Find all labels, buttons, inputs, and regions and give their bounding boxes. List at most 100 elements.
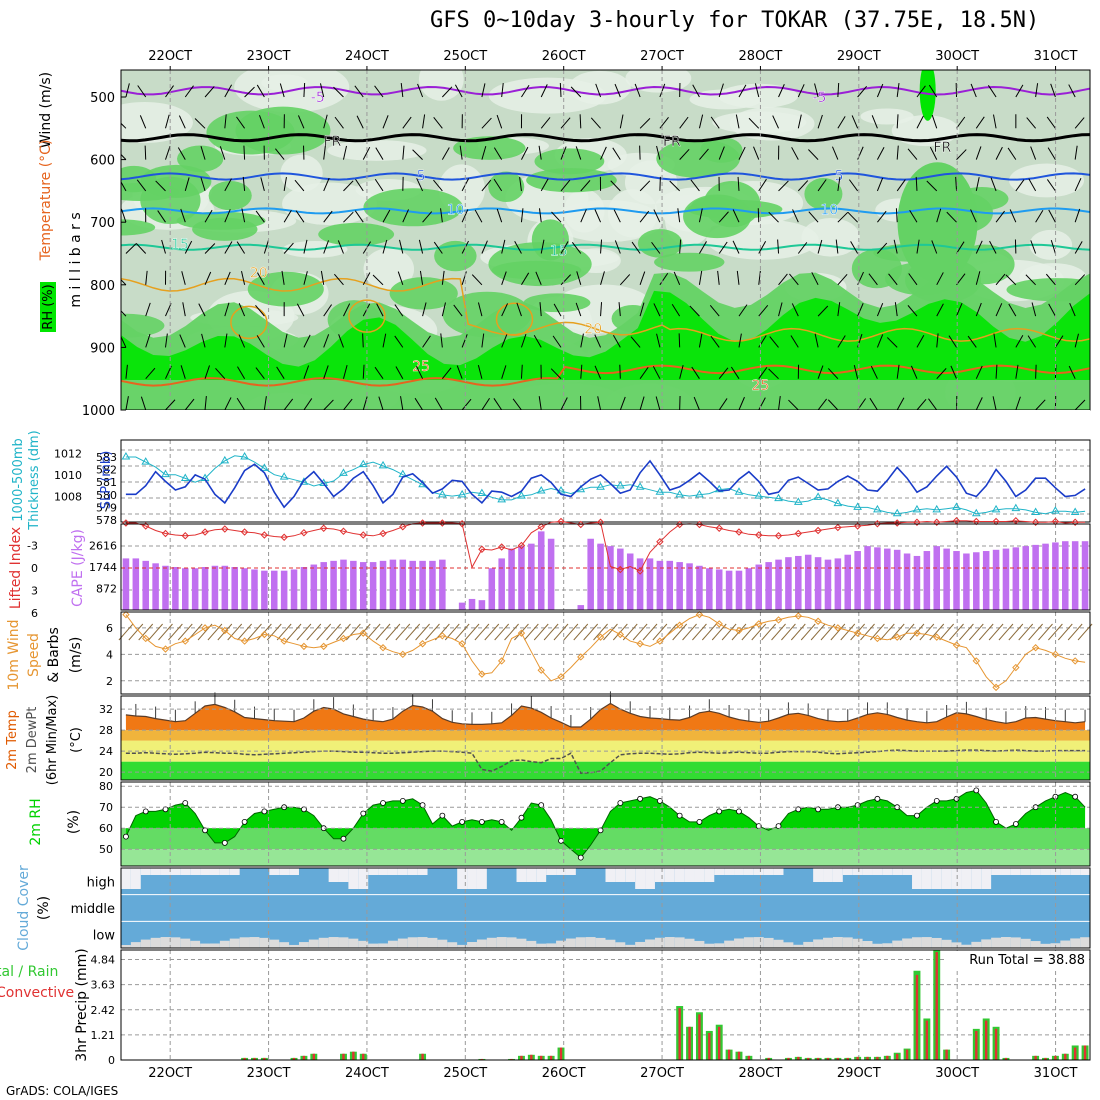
wind-barb bbox=[659, 272, 669, 286]
cloud-high-gap bbox=[1080, 868, 1090, 875]
precip-convective-bar bbox=[1073, 1047, 1077, 1060]
y-tick-pressure-900: 900 bbox=[90, 341, 115, 356]
wind-barb bbox=[659, 83, 666, 98]
rh-moist-patch bbox=[176, 211, 266, 230]
wind-barb bbox=[1030, 240, 1037, 254]
cloud-low-gap bbox=[763, 937, 774, 948]
wind-barb bbox=[736, 270, 740, 285]
cloud-low-gap bbox=[486, 937, 497, 948]
thickness-point bbox=[971, 508, 981, 517]
wind-barb bbox=[441, 270, 445, 285]
cloud-high-gap bbox=[556, 868, 566, 875]
wind10m-barb bbox=[158, 623, 173, 641]
wind-barb bbox=[501, 303, 509, 317]
cape-bar bbox=[1032, 544, 1039, 610]
cloud-low-gap bbox=[348, 938, 359, 948]
wind10m-point bbox=[735, 626, 743, 635]
panel-slp-frame bbox=[120, 439, 1091, 523]
wind10m-point bbox=[1071, 657, 1079, 665]
wind-barb bbox=[619, 114, 624, 129]
rh-moist-patch bbox=[531, 219, 569, 261]
wind-barb bbox=[1030, 146, 1037, 160]
wind-barb bbox=[679, 239, 682, 254]
wind-barb bbox=[735, 114, 740, 129]
cape-bar bbox=[992, 549, 1000, 610]
wind-barb bbox=[461, 209, 469, 223]
rh-dry-patch bbox=[1009, 163, 1085, 198]
wind-barb bbox=[1015, 364, 1019, 379]
rh2m-point bbox=[637, 795, 644, 802]
x-tick-top-28OCT: 28OCT bbox=[739, 49, 783, 64]
wind-barb bbox=[422, 114, 426, 129]
wind-barb bbox=[461, 398, 472, 410]
wind-barb bbox=[876, 177, 884, 192]
wind-barb bbox=[748, 117, 760, 129]
cloud-high-gap bbox=[1030, 868, 1041, 875]
cape-bar bbox=[439, 559, 446, 610]
wind-barb bbox=[698, 114, 704, 129]
wind-barb bbox=[1005, 274, 1017, 286]
wind-barb bbox=[559, 82, 562, 98]
wind-barb bbox=[354, 85, 364, 98]
panel1-blank bbox=[121, 410, 1090, 440]
cloud-low-gap bbox=[704, 943, 715, 948]
rh2m-point bbox=[736, 808, 742, 815]
temp-contour-freezing bbox=[121, 133, 1090, 143]
cloud-high-gap bbox=[121, 868, 131, 889]
wind-barb bbox=[909, 210, 918, 223]
cape-bar bbox=[142, 560, 149, 610]
cape-bar bbox=[122, 558, 130, 610]
x-tick-top-25OCT: 25OCT bbox=[443, 49, 487, 64]
wind10m-barb bbox=[889, 623, 905, 641]
x-tick-top-22OCT: 22OCT bbox=[148, 49, 192, 64]
wind10m-barb bbox=[622, 623, 638, 641]
wind10m-label-4: (m/s) bbox=[68, 637, 84, 674]
cape-bar bbox=[508, 548, 515, 610]
wind-barb bbox=[241, 271, 246, 285]
temp-contour-15 bbox=[121, 243, 1090, 251]
precip-convective-bar bbox=[935, 952, 938, 1060]
cloud-high-gap bbox=[170, 868, 181, 875]
wind-barb bbox=[613, 209, 621, 223]
thickness-point bbox=[121, 452, 131, 460]
wind10m-point bbox=[893, 633, 901, 641]
wind-barb bbox=[501, 365, 507, 379]
wind-barb bbox=[540, 117, 551, 129]
cloud-row-label-high: high bbox=[87, 875, 115, 890]
lifted-index-point bbox=[379, 529, 387, 538]
cloud-low-gap bbox=[743, 937, 754, 948]
wind-barb bbox=[441, 302, 446, 317]
vertical-gridlines bbox=[169, 70, 1057, 410]
wind-barb bbox=[677, 208, 681, 223]
wind10m-barb bbox=[603, 623, 618, 641]
cloud-low-gap bbox=[724, 940, 735, 948]
contour-label-15: 15 bbox=[171, 237, 189, 253]
wind10m-barb bbox=[553, 623, 569, 641]
cape-bar bbox=[587, 538, 594, 610]
cape-bar bbox=[715, 569, 723, 610]
cloud-high-gap bbox=[328, 868, 339, 882]
cape-bar bbox=[953, 551, 960, 610]
wind-barb bbox=[970, 83, 977, 98]
x-tick-bottom-26OCT: 26OCT bbox=[542, 1066, 586, 1081]
rh-moist-patch bbox=[491, 260, 582, 280]
thickness-point bbox=[675, 489, 685, 498]
wind-barb bbox=[869, 397, 878, 410]
wind-barb bbox=[575, 146, 582, 160]
wind10m-point bbox=[1012, 663, 1020, 672]
wind-barb bbox=[975, 365, 983, 379]
wind-barb bbox=[1035, 83, 1039, 98]
cape-bar bbox=[350, 560, 357, 610]
cape-bar bbox=[330, 560, 337, 610]
vertical-gridlines bbox=[169, 950, 1057, 1060]
wind-barb bbox=[323, 399, 334, 410]
wind-barb bbox=[338, 334, 344, 348]
wind-barb bbox=[614, 83, 621, 98]
cloud-high-gap bbox=[773, 868, 784, 875]
cape-bar bbox=[1052, 542, 1059, 610]
precip-convective-bar bbox=[1054, 1055, 1057, 1060]
rh2m-point bbox=[993, 819, 999, 825]
wind-barb bbox=[241, 208, 246, 223]
wind-barb bbox=[157, 210, 166, 223]
